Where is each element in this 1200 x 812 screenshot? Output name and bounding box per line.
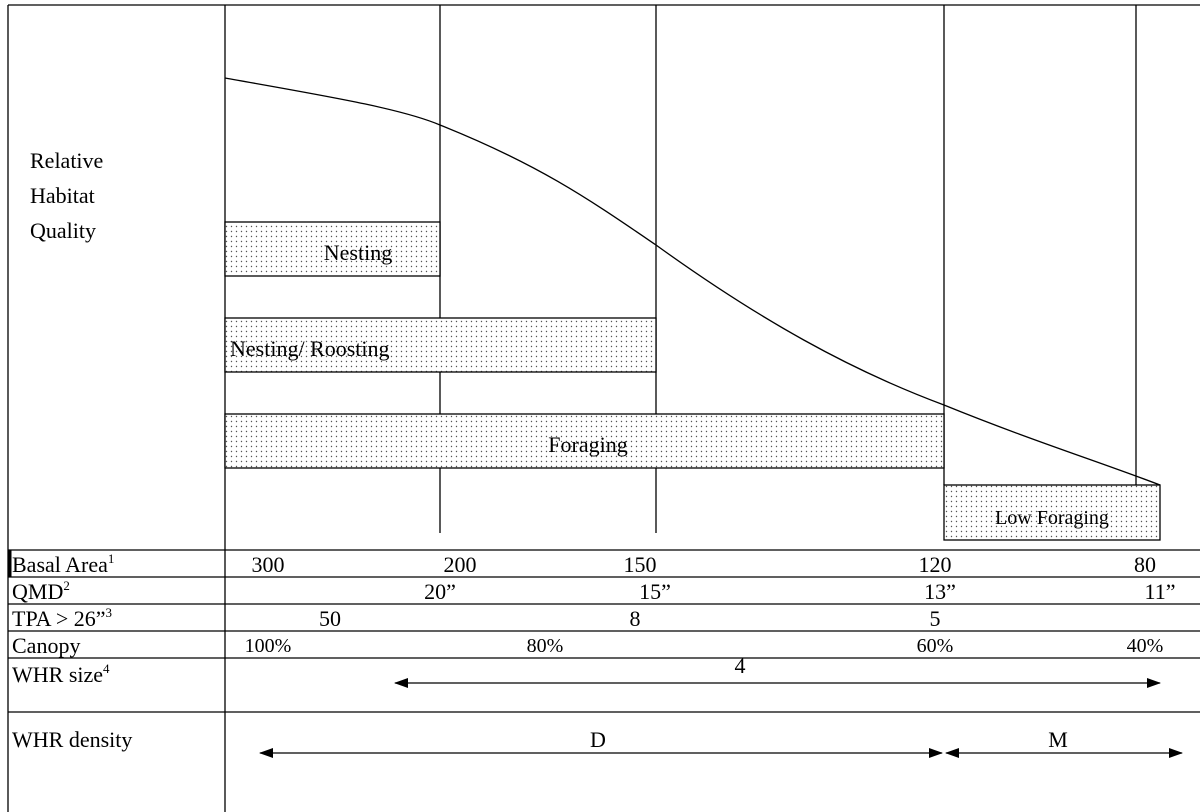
cell: 50 [319,606,341,631]
row-label: WHR density [12,727,132,752]
axis-label: Habitat [30,183,95,208]
cell: 11” [1145,579,1176,604]
axis-label: Quality [30,218,96,243]
cell: 150 [624,552,657,577]
cell: 8 [630,606,641,631]
axis-label: Relative [30,148,103,173]
cell: 13” [924,579,956,604]
bar-label: Nesting/ Roosting [230,336,390,361]
bar-label: Nesting [324,240,392,265]
cell: 100% [245,635,292,657]
row-label: Basal Area1 [12,551,114,577]
habitat-bar [224,221,441,277]
cell: 80% [527,635,564,657]
habitat-bar [224,413,945,469]
row-label: QMD2 [12,578,70,604]
cell: 60% [917,635,954,657]
cell: 40% [1127,635,1164,657]
quality-curve [224,77,1161,486]
cell: 15” [639,579,671,604]
cell: 300 [252,552,285,577]
row-label: Canopy [12,633,80,658]
frame [7,4,1200,812]
cell: 200 [444,552,477,577]
row-label: WHR size4 [12,661,110,687]
cell: 5 [930,606,941,631]
cell: D [590,727,606,752]
row-label: TPA > 26”3 [12,605,112,631]
habitat-bar [224,317,657,373]
cell: 4 [735,653,746,678]
cell: 20” [424,579,456,604]
habitat-bar [943,484,1161,541]
bar-label: Low Foraging [995,507,1109,529]
cell: 80 [1134,552,1156,577]
cell: M [1048,727,1068,752]
cell: 120 [919,552,952,577]
bar-label: Foraging [548,432,627,457]
